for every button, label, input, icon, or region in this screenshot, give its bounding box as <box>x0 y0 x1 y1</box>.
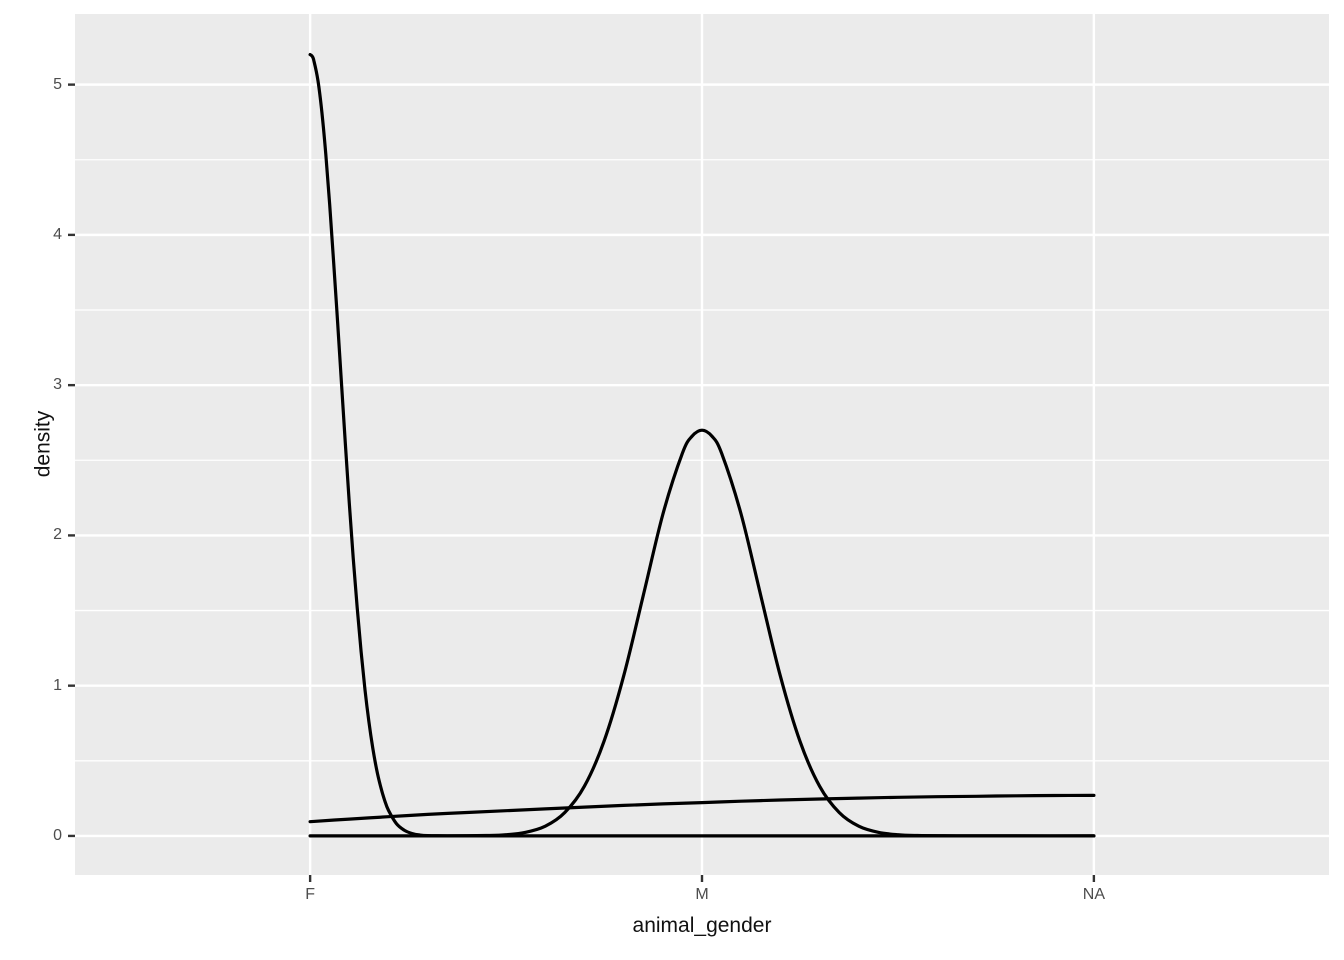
y-tick-label-3: 3 <box>53 376 62 394</box>
x-tick-label-F: F <box>305 886 316 903</box>
x-tick-label-NA: NA <box>1082 886 1105 903</box>
y-tick-label-1: 1 <box>53 676 62 694</box>
density-bell-at-M <box>308 428 1096 838</box>
y-tick-label-5: 5 <box>53 75 62 93</box>
y-tick-label-0: 0 <box>53 826 62 844</box>
density-gradual-rise <box>308 793 1096 824</box>
x-axis-title: animal_gender <box>632 914 772 937</box>
y-tick-label-2: 2 <box>53 526 62 544</box>
density-spike-at-F <box>308 53 1096 838</box>
x-tick-label-M: M <box>695 886 709 903</box>
y-tick-label-4: 4 <box>53 225 62 243</box>
y-axis-title: density <box>31 410 55 478</box>
